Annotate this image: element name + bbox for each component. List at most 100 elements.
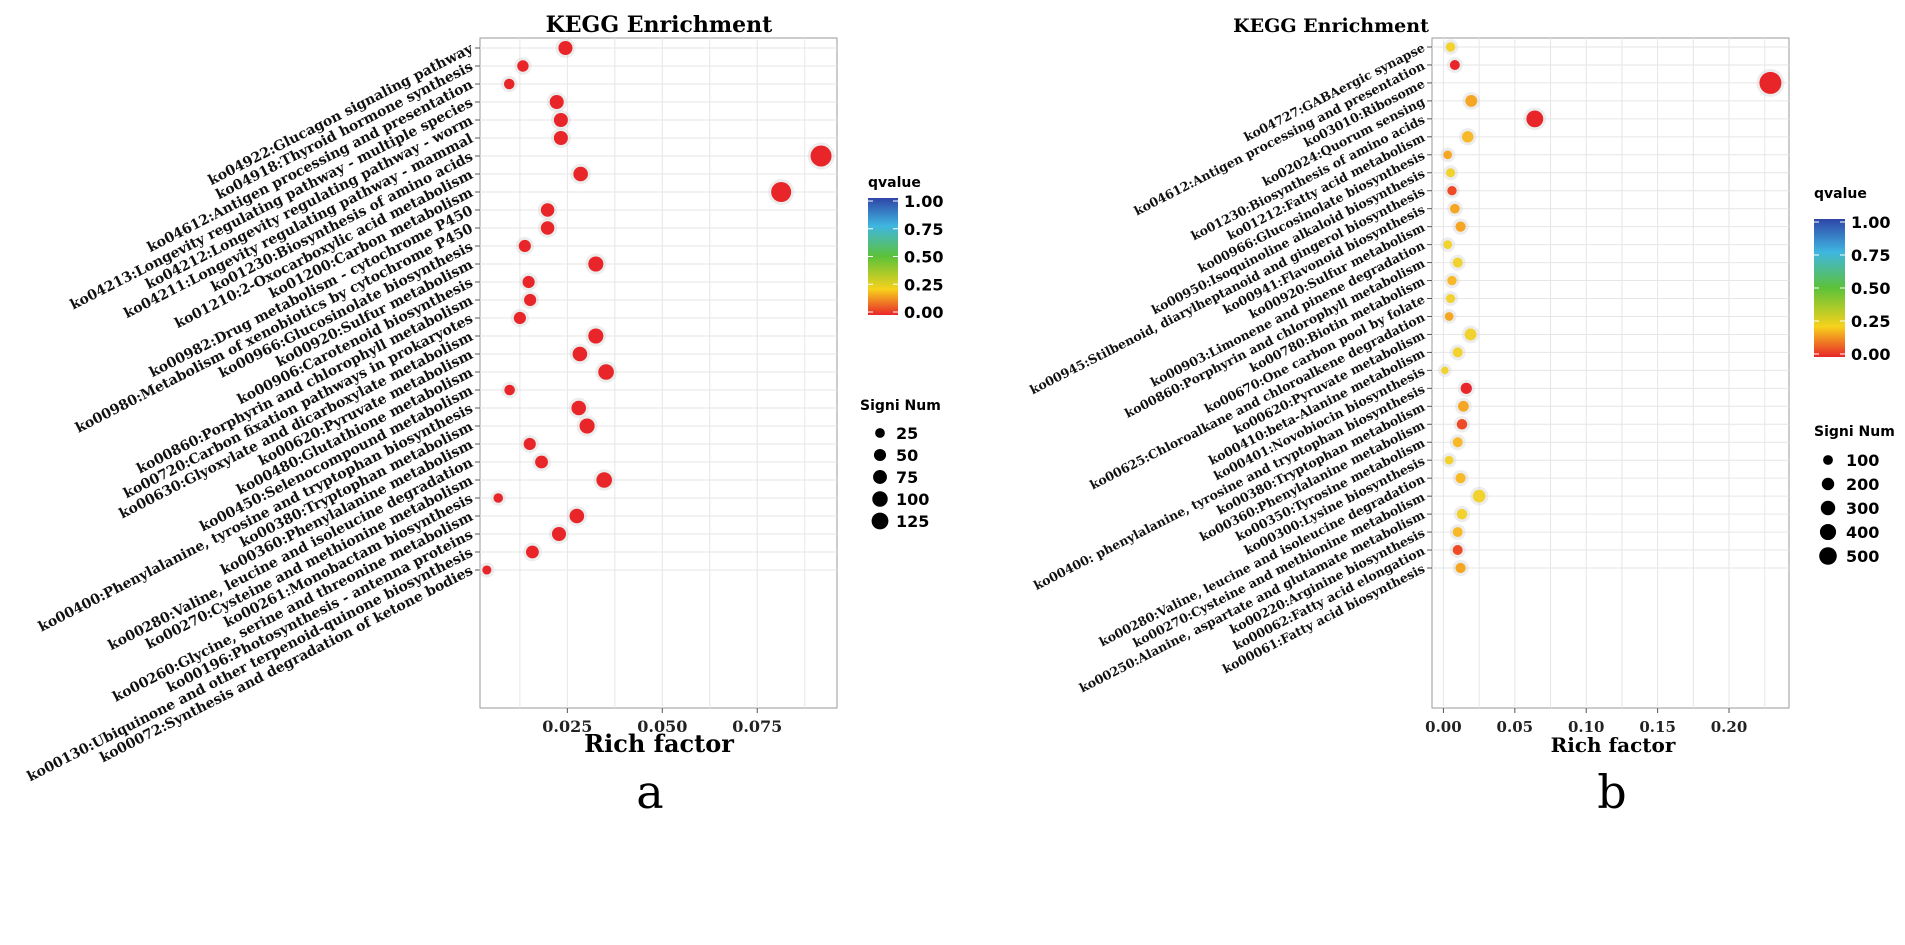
data-point [1447, 275, 1457, 286]
panel-a-plot-area [479, 37, 838, 709]
data-point [1452, 347, 1463, 358]
data-point [523, 437, 536, 451]
qvalue-tick-label: 0.50 [904, 248, 943, 267]
data-point [598, 364, 614, 380]
panel-b-x-axis-label: Rich factor [1551, 733, 1676, 757]
panel-a-title: KEGG Enrichment [546, 12, 773, 38]
data-point [571, 400, 587, 416]
panel-a-qvalue-legend: qvalue 1.00 0.75 0.50 0.25 0.00 [868, 175, 943, 322]
size-legend-label: 50 [896, 446, 918, 465]
data-point [1452, 545, 1463, 556]
data-point [572, 346, 588, 362]
size-legend-dot [1820, 500, 1836, 516]
panel-a-grid [480, 38, 837, 708]
data-point [517, 60, 529, 72]
x-tick-label: 0.025 [542, 717, 592, 736]
data-point [1444, 455, 1454, 465]
panel-b-size-legend: Signi Num 100 200 300 400 500 [1814, 424, 1895, 566]
data-point [1445, 42, 1456, 52]
panel-b-qvalue-title: qvalue [1814, 186, 1867, 202]
data-point [1455, 562, 1466, 574]
data-point [493, 493, 503, 503]
data-point [1452, 527, 1463, 538]
panel-b-x-ticks: 0.00 0.05 0.10 0.15 0.20 [1425, 708, 1747, 736]
data-point [1443, 240, 1453, 249]
data-point [1461, 131, 1474, 143]
x-tick-label: 0.10 [1568, 718, 1605, 736]
data-point [1759, 71, 1782, 94]
size-legend-label: 200 [1846, 475, 1879, 494]
qvalue-tick-label: 0.25 [904, 275, 943, 294]
data-point [596, 472, 612, 488]
data-point [522, 275, 535, 289]
panel-b-qvalue-legend: qvalue 1.00 0.75 0.50 0.25 0.00 [1814, 186, 1890, 364]
data-point [551, 526, 567, 542]
panel-a-x-ticks: 0.025 0.050 0.075 [542, 708, 782, 736]
data-point [1449, 59, 1460, 70]
size-legend-dot [873, 448, 887, 462]
data-point [540, 221, 555, 235]
data-point [518, 239, 531, 253]
x-tick-label: 0.075 [732, 717, 782, 736]
size-legend-label: 125 [896, 512, 929, 531]
panel-a-size-legend: Signi Num 25 50 75 100 125 [860, 398, 941, 531]
qvalue-tick-label: 1.00 [904, 192, 943, 211]
qvalue-tick-label: 0.75 [904, 220, 943, 239]
data-point [569, 508, 585, 524]
data-point [513, 311, 526, 325]
qvalue-tick-label: 1.00 [1851, 213, 1890, 232]
data-point [588, 256, 604, 272]
data-point [1455, 221, 1466, 232]
panel-a-points [479, 37, 835, 578]
data-point [1456, 508, 1468, 520]
panel-b-category-labels: ko04727:GABAergic synapseko04612:Antigen… [1027, 40, 1432, 695]
data-point [1446, 293, 1456, 304]
panel-b-points [1438, 39, 1785, 577]
data-point [1472, 489, 1486, 503]
data-point [1460, 382, 1472, 394]
data-point [1464, 328, 1477, 341]
data-point [535, 455, 548, 469]
data-point [810, 145, 832, 167]
panel-a-qvalue-title: qvalue [868, 175, 921, 191]
panel-a-category-labels: ko04922:Glucagon signaling pathwayko0491… [25, 40, 480, 785]
data-point [1456, 419, 1468, 430]
x-tick-label: 0.050 [637, 717, 687, 736]
size-legend-label: 500 [1846, 547, 1879, 566]
size-legend-label: 400 [1846, 523, 1879, 542]
qvalue-tick-label: 0.00 [1851, 345, 1890, 364]
data-point [1526, 110, 1544, 128]
data-point [553, 112, 568, 128]
data-point [1446, 168, 1456, 178]
data-point [1441, 366, 1449, 375]
size-legend-dot [873, 470, 887, 484]
qvalue-tick-label: 0.50 [1851, 279, 1890, 298]
data-point [1447, 186, 1457, 196]
data-point [540, 203, 555, 217]
size-legend-label: 300 [1846, 499, 1879, 518]
data-point [1444, 312, 1454, 321]
data-point [524, 293, 537, 307]
qvalue-tick-label: 0.25 [1851, 312, 1890, 331]
panel-b-qvalue-colorbar [1814, 219, 1845, 357]
size-legend-dot [1823, 455, 1833, 465]
panel-a-size-title: Signi Num [860, 398, 941, 414]
data-point [1455, 473, 1466, 484]
x-tick-label: 0.15 [1639, 718, 1676, 736]
size-legend-dot [875, 428, 885, 438]
size-legend-dot [1819, 547, 1837, 565]
data-point [579, 418, 595, 434]
data-point [1443, 150, 1453, 160]
size-legend-label: 100 [1846, 451, 1879, 470]
size-legend-dot [872, 491, 888, 507]
data-point [1452, 437, 1463, 448]
qvalue-tick-label: 0.00 [904, 303, 943, 322]
data-point [1465, 94, 1478, 107]
qvalue-tick-label: 0.75 [1851, 246, 1890, 265]
panel-a-x-axis-label: Rich factor [584, 729, 734, 758]
panel-a: KEGG Enrichment ko04922:Glucagon signali… [25, 12, 944, 819]
size-legend-dot [871, 512, 889, 530]
data-point [558, 40, 573, 56]
x-tick-label: 0.20 [1711, 718, 1748, 736]
